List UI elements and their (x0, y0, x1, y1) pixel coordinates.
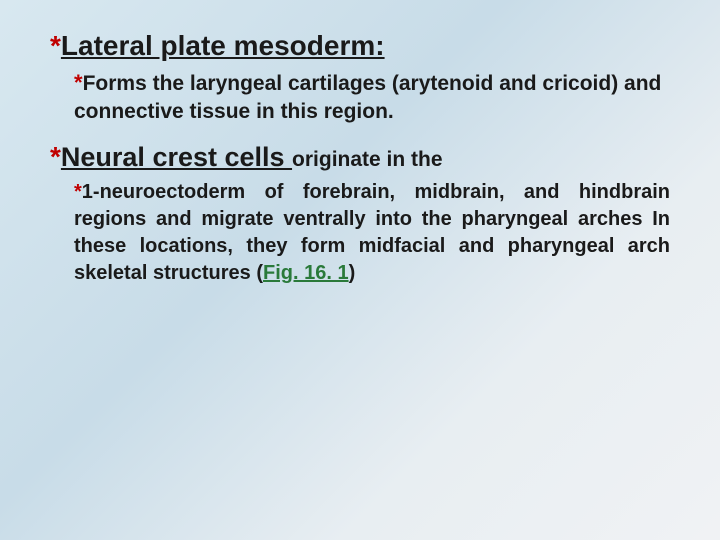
block1-heading: Lateral plate mesoderm: (61, 30, 385, 61)
block2-asterisk: * (50, 141, 61, 172)
block2-heading: Neural crest cells (61, 142, 292, 172)
block2-heading-line: *Neural crest cells originate in the (50, 141, 670, 173)
block1-heading-line: *Lateral plate mesoderm: (50, 30, 670, 62)
block2-body-asterisk: * (74, 181, 82, 203)
block1-body-line: *Forms the laryngeal cartilages (aryteno… (50, 68, 670, 127)
block2-originate: originate in the (292, 148, 443, 171)
slide-content: *Lateral plate mesoderm: *Forms the lary… (50, 30, 670, 287)
block2-body-suffix: ) (349, 262, 356, 284)
block2-body-prefix: 1-neuroectoderm of forebrain, midbrain, … (74, 181, 670, 284)
fig-link[interactable]: Fig. 16. 1 (263, 262, 349, 284)
block1-body: Forms the laryngeal cartilages (arytenoi… (74, 72, 661, 123)
block1-asterisk: * (50, 30, 61, 61)
block2-body-line: *1-neuroectoderm of forebrain, midbrain,… (50, 179, 670, 287)
block1-body-asterisk: * (74, 70, 83, 95)
